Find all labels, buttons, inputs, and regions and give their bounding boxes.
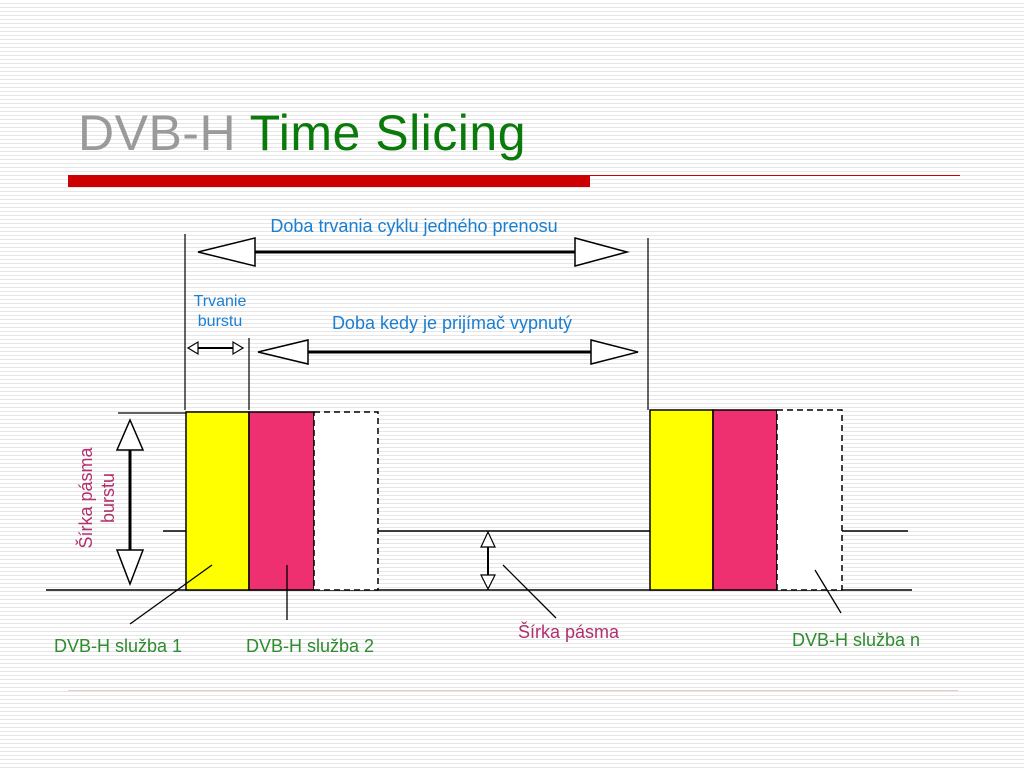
service2-label: DVB-H služba 2 xyxy=(246,636,374,656)
slide-title: DVB-H Time Slicing xyxy=(78,104,526,162)
bandwidth-arrow xyxy=(480,530,496,591)
footer-divider xyxy=(68,690,958,691)
burst1-servicen-block xyxy=(313,411,379,591)
burst-bandwidth-label-line1: Šírka pásma xyxy=(75,446,96,548)
burst-bandwidth-arrow xyxy=(115,418,145,587)
receiver-off-arrow xyxy=(257,339,639,365)
burst2-servicen-block xyxy=(776,409,843,591)
service1-label: DVB-H služba 1 xyxy=(54,636,182,656)
burst2-service1-block xyxy=(649,409,714,591)
title-part-1: DVB-H xyxy=(78,105,237,161)
servicen-leader xyxy=(814,569,842,614)
title-part-2: Time Slicing xyxy=(249,105,527,161)
title-underline-thin xyxy=(590,175,960,176)
burst1-service1-block xyxy=(185,411,250,591)
burst1-service2-block xyxy=(248,411,315,591)
service1-leader xyxy=(129,564,213,625)
servicen-label: DVB-H služba n xyxy=(792,630,920,650)
receiver-off-label: Doba kedy je prijímač vypnutý xyxy=(332,313,572,333)
burst-duration-label-line2: burstu xyxy=(198,313,242,330)
title-underline-thick xyxy=(68,175,590,187)
cycle-duration-label: Doba trvania cyklu jedného prenosu xyxy=(270,216,557,236)
burst-bandwidth-label: Šírka pásma burstu xyxy=(75,446,118,548)
burst-duration-arrow xyxy=(186,340,245,356)
burst2-service2-block xyxy=(712,409,778,591)
burst-duration-label-line1: Trvanie xyxy=(194,293,247,310)
bandwidth-label: Šírka pásma xyxy=(518,621,620,642)
bandwidth-leader xyxy=(502,564,557,619)
burst-bandwidth-label-line2: burstu xyxy=(98,473,118,523)
cycle-duration-arrow xyxy=(197,237,630,267)
